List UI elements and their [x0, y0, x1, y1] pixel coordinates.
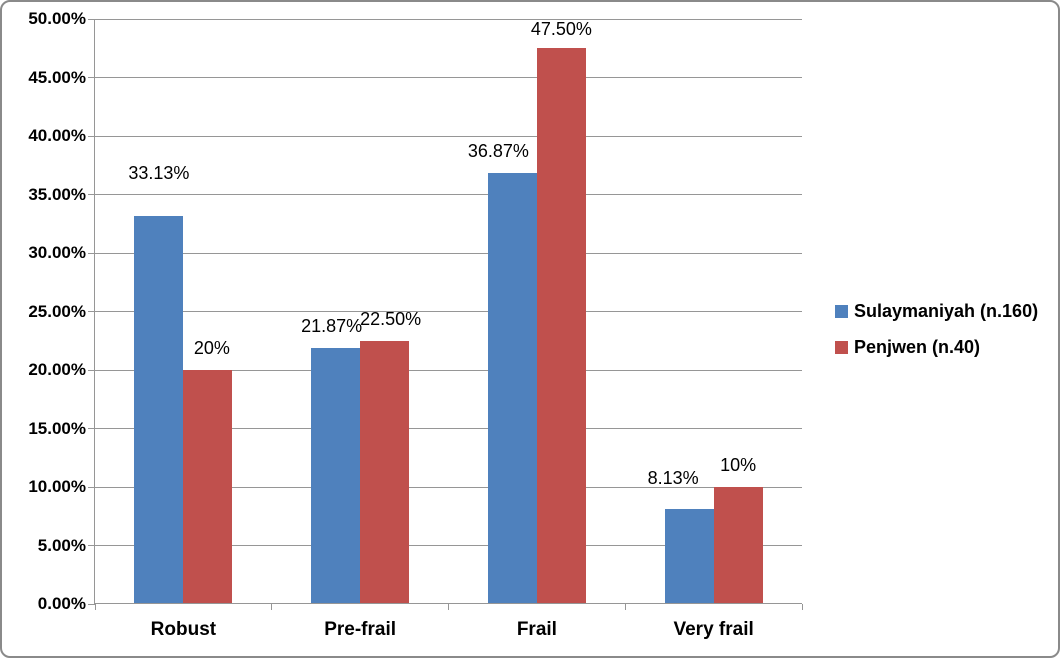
bar-data-label: 33.13% — [128, 163, 190, 184]
plot-area: 33.13% 21.87% 36.87% 8.13% 20% 22.50% 47.50% 10… — [88, 18, 803, 610]
x-axis-tick — [94, 604, 96, 610]
legend-item-penjwen: Penjwen (n.40) — [835, 337, 1038, 358]
y-axis-tick-label: 50.00% — [28, 9, 86, 28]
y-axis-tick-label: 30.00% — [28, 243, 86, 262]
gridline — [95, 18, 802, 20]
y-axis-tick-label: 20.00% — [28, 360, 86, 379]
bar-data-label: 8.13% — [647, 467, 699, 488]
y-axis-tick — [88, 545, 95, 546]
legend-swatch-penjwen — [835, 341, 848, 354]
y-axis-tick-label: 45.00% — [28, 67, 86, 87]
y-axis-tick — [88, 252, 95, 254]
y-axis-tick — [88, 369, 95, 371]
gridline — [95, 77, 802, 78]
gridline — [95, 545, 802, 546]
gridline — [95, 486, 802, 488]
y-axis-tick — [88, 486, 95, 488]
bar-penjwen-n-40-robust — [183, 370, 233, 604]
y-axis-tick-label: 15.00% — [28, 418, 86, 438]
bar-sulaymaniyah-n-160-very-frail — [664, 508, 714, 604]
y-axis-tick — [88, 428, 95, 429]
bar-penjwen-n-40-pre-frail — [360, 340, 410, 604]
bar-data-label: 21.87% — [301, 316, 363, 337]
legend-swatch-sulaymaniyah — [835, 305, 848, 318]
gridline — [95, 428, 802, 429]
x-axis-category-label-robust: Robust — [150, 619, 217, 640]
gridline — [95, 194, 802, 195]
y-axis-tick — [88, 77, 95, 78]
gridline — [95, 252, 802, 254]
x-axis-tick — [801, 604, 803, 610]
x-axis-category-label-pre-frail: Pre-frail — [324, 619, 397, 640]
bar-sulaymaniyah-n-160-frail — [487, 172, 537, 604]
y-axis-tick-label: 40.00% — [28, 126, 86, 145]
y-axis-tick — [88, 135, 95, 137]
bar-sulaymaniyah-n-160-robust — [134, 216, 184, 604]
bar-data-label: 22.50% — [360, 308, 422, 329]
legend-label-sulaymaniyah: Sulaymaniyah (n.160) — [854, 301, 1039, 321]
gridline — [95, 311, 802, 312]
legend: Sulaymaniyah (n.160) Penjwen (n.40) — [835, 301, 1038, 373]
x-axis-category-label-frail: Frail — [516, 619, 557, 640]
x-axis-tick — [624, 604, 626, 610]
x-axis-tick — [271, 604, 273, 610]
bar-penjwen-n-40-frail — [536, 48, 586, 604]
y-axis-tick-label: 0.00% — [37, 594, 86, 613]
x-axis-tick — [448, 604, 449, 610]
y-axis-tick — [88, 311, 95, 312]
x-axis-line — [95, 603, 802, 604]
y-axis-line — [94, 19, 95, 605]
legend-label-penjwen: Penjwen (n.40) — [854, 337, 981, 357]
y-axis-tick — [88, 18, 95, 20]
bar-data-label: 10% — [720, 455, 757, 475]
x-axis-category-label-very-frail: Very frail — [673, 619, 754, 640]
y-axis-tick-label: 25.00% — [28, 301, 86, 321]
gridline — [95, 135, 802, 137]
bar-data-label: 20% — [193, 338, 230, 358]
legend-item-sulaymaniyah: Sulaymaniyah (n.160) — [835, 301, 1038, 322]
y-axis-tick-label: 10.00% — [28, 477, 86, 496]
bar-data-label: 47.50% — [530, 19, 592, 40]
y-axis-tick-label: 5.00% — [37, 535, 86, 555]
bar-penjwen-n-40-very-frail — [713, 487, 763, 604]
y-axis-tick — [88, 603, 95, 605]
y-axis-tick — [88, 194, 95, 195]
gridline — [95, 369, 802, 371]
bar-sulaymaniyah-n-160-pre-frail — [311, 348, 361, 604]
bar-data-label: 36.87% — [467, 140, 529, 161]
y-axis-tick-label: 35.00% — [28, 184, 86, 204]
